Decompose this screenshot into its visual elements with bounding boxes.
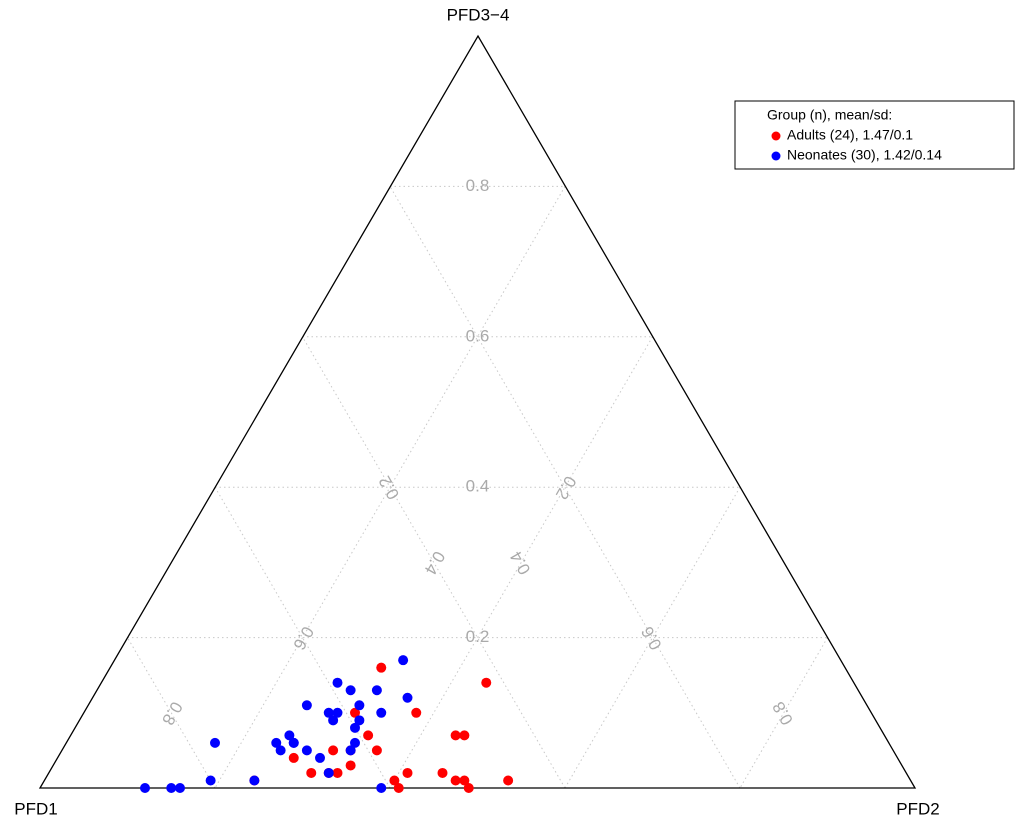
legend-label: Neonates (30), 1.42/0.14 [787,147,942,163]
tick-label: 0.8 [466,176,490,195]
data-point [345,685,356,696]
vertex-label: PFD3−4 [447,5,510,24]
tick-label: 0.6 [466,326,490,345]
data-point [328,745,339,756]
tick-label: 0.4 [420,548,448,578]
grid-line [302,336,566,789]
data-point [503,775,514,786]
data-point [450,730,461,741]
data-point [315,752,325,763]
data-point [481,677,492,688]
tick-label: 0.6 [637,623,665,653]
data-point [350,707,360,718]
data-point [323,707,334,718]
data-point [332,767,343,778]
data-point [205,775,216,786]
legend-marker [771,131,781,141]
data-point [332,677,343,688]
data-point [371,685,382,696]
data-point [402,767,413,778]
points [140,655,514,793]
data-point [345,745,356,756]
data-point [402,692,413,703]
tick-label: 0.2 [466,627,490,646]
data-point [275,745,286,756]
data-point [332,707,343,718]
data-point [393,783,404,793]
data-point [459,730,470,741]
data-point [459,775,470,786]
data-point [323,767,334,778]
data-point [389,775,400,786]
legend-marker [771,151,781,161]
triangle-frame [38,34,917,789]
data-point [354,715,365,726]
data-point [301,745,312,756]
data-point [437,767,448,778]
vertex-label: PFD1 [14,799,57,818]
data-point [301,700,312,711]
tick-label: 0.4 [506,548,534,578]
data-point [249,775,260,786]
data-point [350,722,360,733]
data-point [306,767,317,778]
vertex-label: PFD2 [896,799,939,818]
tick-label: 0.2 [375,473,403,503]
tick-label: 0.8 [158,698,186,728]
data-point [363,730,374,741]
data-point [376,783,387,793]
data-point [175,783,185,793]
grid-line [127,637,216,789]
data-point [210,737,220,748]
data-point [140,783,150,793]
tick-label: 0.6 [289,623,317,653]
data-point [376,662,387,673]
data-point [288,752,299,763]
tick-label: 0.4 [466,477,490,496]
data-point [288,737,299,748]
tick-label: 0.2 [552,473,580,503]
tick-label: 0.8 [769,698,797,728]
data-point [411,707,422,718]
grid-line [739,637,828,789]
data-point [398,655,409,666]
data-point [166,783,177,793]
data-point [450,775,461,786]
data-point [463,783,474,793]
data-point [328,715,339,726]
data-point [271,737,282,748]
data-point [345,760,356,771]
legend-title: Group (n), mean/sd: [767,107,892,123]
legend-box [734,100,1015,170]
data-point [350,737,360,748]
data-point [376,707,387,718]
legend: Group (n), mean/sd: Adults (24), 1.47/0.… [734,100,1015,170]
data-point [284,730,295,741]
data-point [354,700,365,711]
legend-label: Adults (24), 1.47/0.1 [787,127,913,143]
grid: 0.2 0.4 0.6 0.8 0.2 0.4 0.6 0.8 0.2 0.4 0.6 0.8 [127,176,828,789]
data-point [371,745,382,756]
grid-line [389,336,653,789]
